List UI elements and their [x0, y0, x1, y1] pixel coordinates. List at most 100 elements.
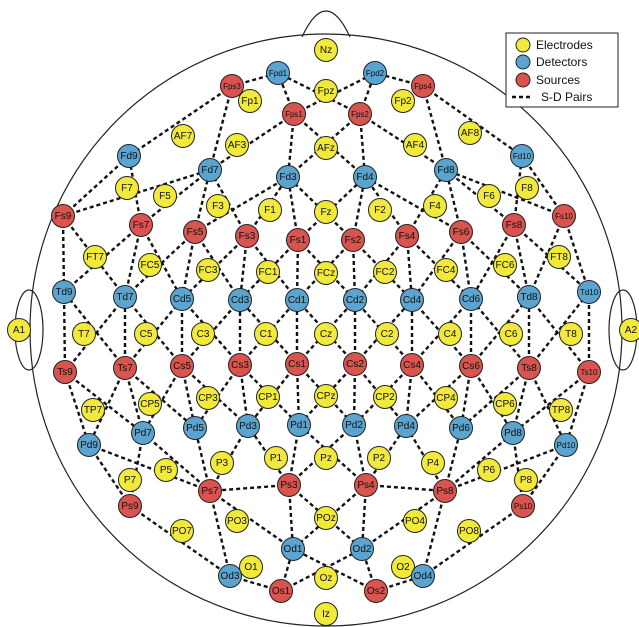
detector-label: Cd5 [173, 294, 192, 305]
source-label: Fps4 [414, 82, 432, 91]
electrode-label: F5 [159, 191, 171, 202]
source-marker [449, 220, 473, 244]
electrode-marker [138, 392, 162, 416]
source-node-cs4: Cs4 [400, 353, 424, 377]
sd-pair-line-fs10-fd8 [445, 168, 565, 218]
detector-marker [411, 564, 435, 588]
sd-pair-line-ts8-pd10 [527, 367, 568, 446]
sd-pair-line-ps4-ps8 [365, 483, 446, 493]
detector-node-td8: Td8 [517, 285, 541, 309]
electrode-label: PO3 [227, 516, 247, 527]
detector-label: Od2 [353, 544, 372, 555]
electrode-marker [367, 446, 391, 470]
electrode-label: AFz [317, 143, 335, 154]
electrode-marker [314, 261, 338, 285]
sd-pair-line-ps7-pd9 [88, 443, 211, 493]
sd-pair-line-fs10-td8 [527, 215, 566, 298]
sd-pair-line-fs6-fd4 [364, 175, 462, 234]
sd-pair-line-ts9-pd7 [64, 371, 144, 434]
electrode-marker [254, 322, 278, 346]
electrode-node-t7: T7 [72, 322, 96, 346]
detector-marker [287, 413, 311, 437]
detector-node-fd4: Fd4 [353, 165, 377, 189]
source-marker [277, 473, 301, 497]
source-node-fps4: Fps4 [411, 74, 435, 98]
electrode-marker [373, 385, 397, 409]
sd-pair-line-fs6-td8 [460, 231, 530, 298]
electrode-label: Pz [320, 453, 332, 464]
source-label: Os1 [272, 586, 291, 597]
source-label: Fs1 [290, 235, 307, 246]
electrode-label: PO8 [459, 526, 479, 537]
electrode-node-af4: AF4 [403, 133, 427, 157]
electrode-label: Iz [322, 609, 330, 620]
sd-pair-line-ts10-td8 [528, 296, 590, 373]
sd-pair-line-ts10-pd8 [512, 371, 590, 434]
detector-label: Od3 [221, 571, 240, 582]
electrode-node-p2: P2 [367, 446, 391, 470]
detector-marker [343, 288, 367, 312]
electrode-node-p6: P6 [477, 458, 501, 482]
electrode-node-o1: O1 [239, 555, 263, 579]
source-node-ps10: Ps10 [511, 494, 535, 518]
electrode-node-cp6: CP6 [493, 392, 517, 416]
electrode-label: FT8 [550, 252, 568, 263]
source-node-cs5: Cs5 [170, 354, 194, 378]
source-node-ts9: Ts9 [53, 360, 77, 384]
electrode-label: AF4 [406, 140, 425, 151]
detector-node-fd10: Fd10 [510, 144, 534, 168]
electrode-marker [264, 446, 288, 470]
electrode-node-tp8: TP8 [549, 398, 573, 422]
detector-node-fd8: Fd8 [434, 158, 458, 182]
sd-pair-line-ps9-pd7 [128, 432, 145, 507]
source-marker [343, 352, 367, 376]
sd-pair-line-cs5-pd7 [141, 365, 184, 434]
electrode-label: CP6 [495, 399, 515, 410]
electrode-node-p7: P7 [118, 468, 142, 492]
source-label: Ps7 [201, 486, 219, 497]
source-node-ts8: Ts8 [517, 356, 541, 380]
electrode-node-f2: F2 [368, 198, 392, 222]
electrode-marker [81, 398, 105, 422]
sd-pair-line-ps9-od3 [129, 505, 231, 577]
source-node-os2: Os2 [364, 579, 388, 603]
sd-pair-line-fps1-fd7 [209, 113, 295, 171]
electrode-marker [191, 322, 215, 346]
source-marker [220, 74, 244, 98]
electrode-node-f4: F4 [423, 194, 447, 218]
source-marker [282, 102, 306, 126]
electrode-label: C1 [260, 329, 273, 340]
electrode-marker [206, 194, 230, 218]
electrode-label: PO7 [172, 526, 192, 537]
source-marker [53, 360, 77, 384]
electrode-marker [153, 184, 177, 208]
source-node-fps1: Fps1 [282, 102, 306, 126]
electrode-label: F2 [374, 205, 386, 216]
electrode-label: Fp1 [241, 96, 259, 107]
source-label: Fps2 [351, 110, 369, 119]
electrode-marker [559, 322, 583, 346]
detector-label: Pd1 [290, 420, 308, 431]
electrode-marker [314, 566, 338, 590]
legend-sources-label: Sources [536, 73, 580, 87]
detector-label: Fd10 [513, 152, 532, 161]
detector-label: Td9 [55, 287, 73, 298]
source-marker [235, 224, 259, 248]
electrode-label: FCz [317, 268, 335, 279]
electrode-node-cp5: CP5 [138, 392, 162, 416]
source-label: Ts10 [581, 368, 598, 377]
electrode-label: P1 [270, 453, 283, 464]
sd-pair-line-ps8-pd10 [444, 443, 567, 493]
source-label: Fps3 [223, 82, 241, 91]
legend-source-marker [515, 72, 531, 88]
detector-node-od1: Od1 [281, 537, 305, 561]
electrode-marker [314, 446, 338, 470]
electrode-marker [619, 318, 639, 342]
source-node-fs9: Fs9 [51, 204, 75, 228]
source-label: Cs4 [403, 360, 421, 371]
montage-nodes: Nz Fpz Fp1 Fp2 AF7 AF3 AFz AF4 AF8 F7 F5 F3 F1 Fz F2 F4… [7, 38, 639, 626]
detector-marker [113, 285, 137, 309]
electrode-label: F6 [483, 191, 495, 202]
detector-node-td7: Td7 [113, 285, 137, 309]
sd-pair-line-fs5-td7 [124, 231, 196, 298]
